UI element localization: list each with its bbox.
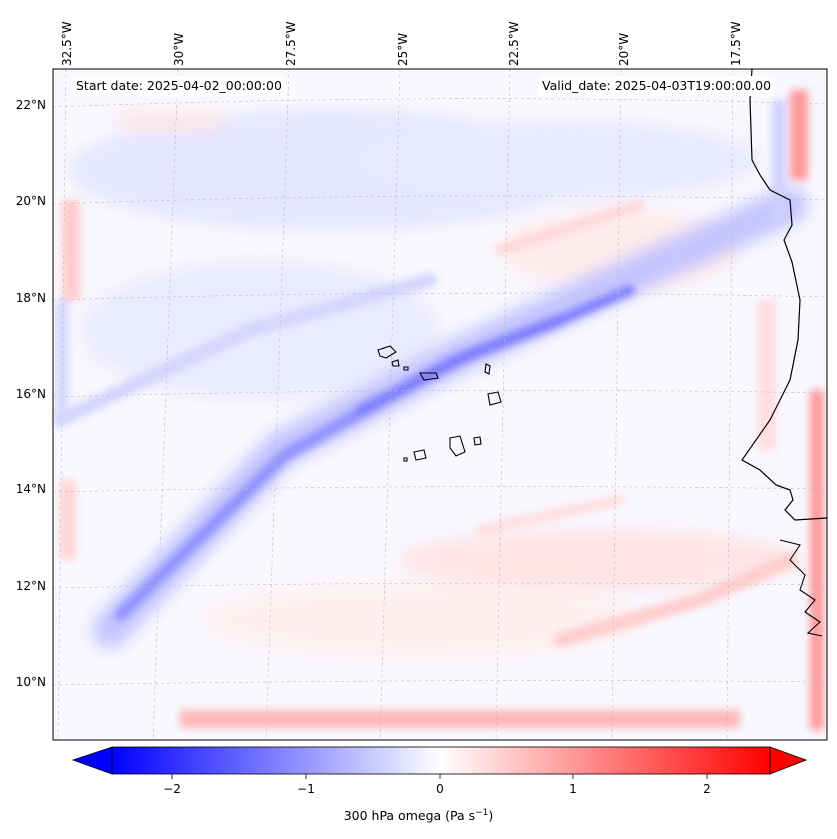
start-date-label: Start date: 2025-04-02_00:00:00: [72, 76, 286, 96]
lat-label: 16°N: [15, 387, 46, 401]
colorbar-tick: 2: [703, 782, 711, 796]
cape-verde-islands: [377, 345, 502, 462]
lat-label: 10°N: [15, 675, 46, 689]
lat-label: 22°N: [15, 98, 46, 112]
colorbar-tick: 0: [436, 782, 444, 796]
colorbar-tick: 1: [569, 782, 577, 796]
colorbar-label: 300 hPa omega (Pa s−1): [343, 808, 494, 824]
coastline-africa: [741, 69, 827, 521]
valid-date-label: Valid_date: 2025-04-03T19:00:00.00: [538, 76, 776, 96]
lat-label: 18°N: [15, 291, 46, 305]
colorbar: [71, 746, 808, 779]
lat-label: 12°N: [15, 579, 46, 593]
colorbar-tick: −2: [163, 782, 181, 796]
colorbar-tick: −1: [297, 782, 315, 796]
map-frame: [52, 68, 828, 741]
omega-field: [53, 69, 827, 740]
lat-label: 14°N: [15, 482, 46, 496]
lat-label: 20°N: [15, 194, 46, 208]
graticule: [53, 69, 827, 740]
